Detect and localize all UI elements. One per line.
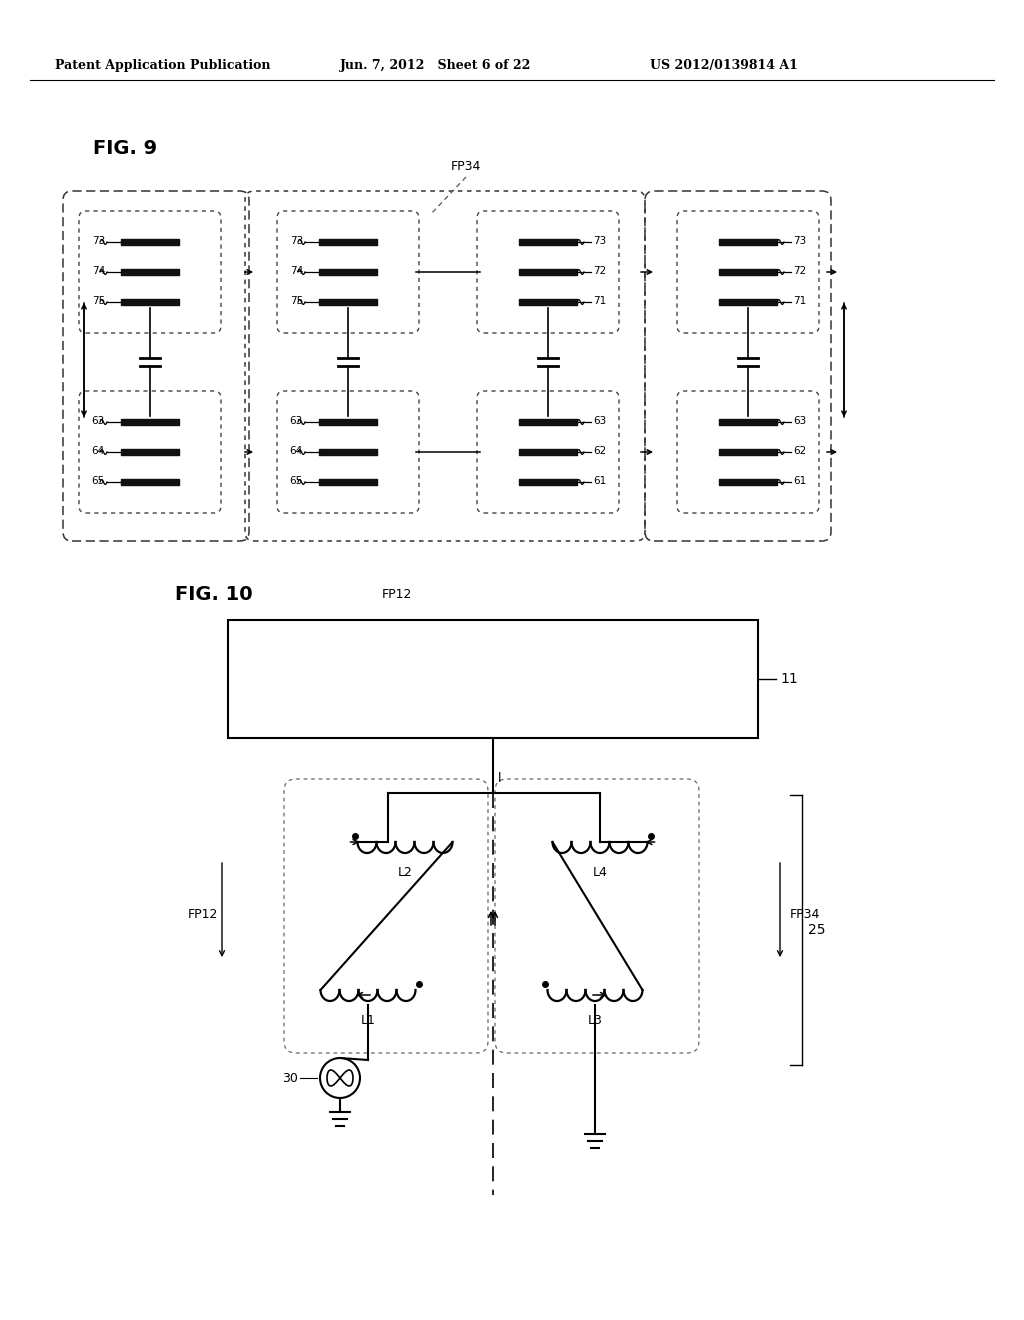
Text: 64: 64 bbox=[92, 446, 105, 455]
Text: 73: 73 bbox=[92, 236, 105, 246]
Text: L4: L4 bbox=[593, 866, 607, 879]
Text: FP12: FP12 bbox=[187, 908, 218, 921]
Text: FP34: FP34 bbox=[451, 161, 481, 173]
Text: L1: L1 bbox=[360, 1014, 376, 1027]
Text: 74: 74 bbox=[92, 267, 105, 276]
Text: 74: 74 bbox=[290, 267, 303, 276]
Text: 72: 72 bbox=[793, 267, 806, 276]
Text: 75: 75 bbox=[290, 296, 303, 306]
Text: 75: 75 bbox=[92, 296, 105, 306]
Text: Patent Application Publication: Patent Application Publication bbox=[55, 58, 270, 71]
Text: 64: 64 bbox=[290, 446, 303, 455]
Text: 73: 73 bbox=[290, 236, 303, 246]
Text: Jun. 7, 2012   Sheet 6 of 22: Jun. 7, 2012 Sheet 6 of 22 bbox=[340, 58, 531, 71]
Text: 73: 73 bbox=[593, 236, 606, 246]
Text: FIG. 9: FIG. 9 bbox=[93, 139, 157, 157]
Text: 62: 62 bbox=[793, 446, 806, 455]
Text: 63: 63 bbox=[793, 416, 806, 426]
Text: 63: 63 bbox=[290, 416, 303, 426]
Text: 65: 65 bbox=[92, 477, 105, 486]
Text: 63: 63 bbox=[593, 416, 606, 426]
Text: US 2012/0139814 A1: US 2012/0139814 A1 bbox=[650, 58, 798, 71]
Text: L3: L3 bbox=[588, 1014, 602, 1027]
Text: 61: 61 bbox=[593, 477, 606, 486]
Text: FP34: FP34 bbox=[790, 908, 820, 921]
Text: 61: 61 bbox=[793, 477, 806, 486]
Text: 71: 71 bbox=[793, 296, 806, 306]
Text: 25: 25 bbox=[808, 923, 825, 937]
Text: 65: 65 bbox=[290, 477, 303, 486]
Text: 72: 72 bbox=[593, 267, 606, 276]
Bar bbox=[228, 620, 758, 738]
Text: 73: 73 bbox=[793, 236, 806, 246]
Text: FP12: FP12 bbox=[382, 589, 413, 602]
Text: FIG. 10: FIG. 10 bbox=[175, 586, 253, 605]
Text: 62: 62 bbox=[593, 446, 606, 455]
Text: L2: L2 bbox=[397, 866, 413, 879]
Text: 11: 11 bbox=[780, 672, 798, 686]
Text: 30: 30 bbox=[283, 1072, 298, 1085]
Text: l: l bbox=[498, 771, 502, 784]
Text: 63: 63 bbox=[92, 416, 105, 426]
Text: 71: 71 bbox=[593, 296, 606, 306]
